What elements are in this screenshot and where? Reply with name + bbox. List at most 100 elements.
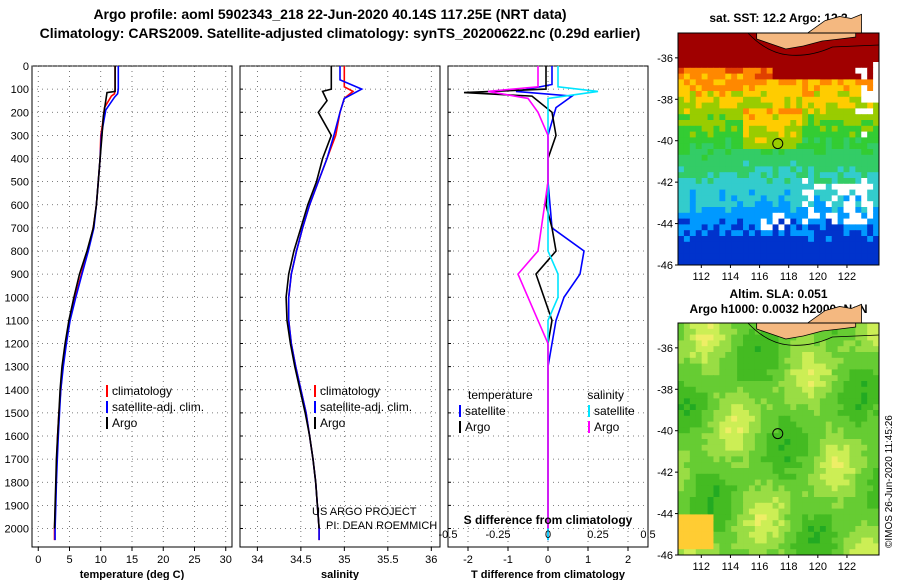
map-cell bbox=[713, 375, 720, 382]
map-cell bbox=[849, 357, 856, 365]
map-cell bbox=[855, 212, 862, 220]
map-cell bbox=[731, 462, 738, 469]
map-cell bbox=[695, 201, 703, 208]
map-cell bbox=[678, 328, 685, 336]
map-cell bbox=[772, 224, 779, 231]
map-cell bbox=[713, 241, 720, 249]
map-cell bbox=[707, 520, 714, 527]
map-cell bbox=[825, 502, 833, 510]
map-cell bbox=[683, 450, 691, 457]
map-cell bbox=[802, 44, 809, 51]
header-line-1: Argo profile: aoml 5902343_218 22-Jun-20… bbox=[93, 6, 566, 22]
map-cell bbox=[808, 201, 815, 208]
map-cell bbox=[861, 398, 868, 405]
legend-title-salinity: salinity bbox=[587, 388, 624, 402]
map-cell bbox=[861, 375, 868, 382]
map-cell bbox=[778, 473, 785, 481]
map-cell bbox=[861, 323, 868, 330]
map-cell bbox=[754, 491, 762, 498]
map-cell bbox=[701, 456, 709, 463]
map-cell bbox=[849, 79, 856, 86]
map-cell bbox=[766, 369, 774, 376]
map-cell bbox=[737, 44, 744, 51]
map-cell bbox=[855, 38, 862, 46]
map-cell bbox=[843, 44, 850, 51]
map-cell bbox=[766, 398, 774, 405]
map-cell bbox=[719, 178, 726, 185]
map-cell bbox=[861, 537, 868, 544]
map-cell bbox=[825, 230, 833, 237]
map-cell bbox=[790, 85, 797, 92]
map-cell bbox=[748, 537, 756, 544]
legend-label: Argo bbox=[594, 420, 620, 434]
map-cell bbox=[813, 526, 821, 533]
map-cell bbox=[813, 502, 821, 510]
map-cell bbox=[683, 195, 691, 202]
map-cell bbox=[683, 340, 691, 347]
map-cell bbox=[802, 485, 809, 492]
map-cell bbox=[689, 375, 697, 382]
lat-tick-label: -46 bbox=[657, 260, 673, 272]
map-cell bbox=[689, 485, 697, 492]
lon-tick-label: 114 bbox=[722, 271, 740, 283]
map-cell bbox=[796, 131, 803, 138]
x-tick-label: 36 bbox=[425, 554, 437, 566]
map-cell bbox=[725, 172, 732, 179]
map-cell bbox=[861, 33, 868, 40]
map-cell bbox=[743, 259, 750, 266]
map-cell bbox=[678, 392, 685, 399]
map-cell bbox=[772, 340, 779, 347]
map-cell bbox=[784, 236, 791, 243]
map-cell bbox=[861, 160, 868, 167]
map-cell bbox=[825, 201, 833, 208]
map-cell bbox=[725, 421, 732, 428]
x-tick-label: 0 bbox=[35, 554, 41, 566]
map-cell bbox=[778, 404, 785, 411]
map-cell bbox=[825, 143, 833, 150]
map-cell bbox=[837, 531, 845, 539]
map-cell bbox=[731, 450, 738, 457]
map-cell bbox=[695, 236, 703, 243]
map-cell bbox=[819, 114, 827, 121]
map-cell bbox=[808, 334, 815, 341]
map-cell bbox=[796, 224, 803, 231]
map-cell bbox=[825, 189, 833, 196]
map-cell bbox=[719, 189, 726, 196]
map-cell bbox=[784, 439, 791, 446]
map-cell bbox=[719, 363, 726, 370]
map-cell bbox=[760, 56, 768, 63]
map-cell bbox=[695, 183, 703, 191]
map-cell bbox=[808, 247, 815, 254]
map-cell bbox=[849, 96, 856, 104]
map-cell bbox=[683, 218, 691, 225]
map-cell bbox=[743, 421, 750, 428]
map-cell bbox=[861, 444, 868, 452]
map-cell bbox=[743, 218, 750, 225]
map-cell bbox=[813, 189, 821, 196]
map-cell bbox=[784, 497, 791, 504]
map-cell bbox=[873, 392, 880, 399]
map-cell bbox=[772, 137, 779, 144]
map-cell bbox=[837, 85, 845, 92]
map-cell bbox=[802, 421, 809, 428]
map-cell bbox=[802, 114, 809, 121]
map-cell bbox=[867, 96, 874, 104]
map-cell bbox=[849, 479, 856, 486]
map-cell bbox=[719, 160, 726, 167]
map-cell bbox=[825, 38, 833, 46]
map-cell bbox=[837, 195, 845, 202]
map-cell bbox=[843, 218, 850, 225]
map-cell bbox=[825, 259, 833, 266]
map-cell bbox=[754, 520, 762, 527]
lat-tick-label: -44 bbox=[657, 509, 673, 521]
map-cell bbox=[808, 120, 815, 127]
map-cell bbox=[825, 241, 833, 249]
map-cell bbox=[748, 392, 756, 399]
map-cell bbox=[831, 102, 839, 109]
map-cell bbox=[873, 253, 880, 260]
map-cell bbox=[855, 160, 862, 167]
map-cell bbox=[707, 241, 714, 249]
map-cell bbox=[843, 50, 850, 57]
map-cell bbox=[790, 108, 797, 115]
lat-tick-label: -36 bbox=[657, 53, 673, 65]
